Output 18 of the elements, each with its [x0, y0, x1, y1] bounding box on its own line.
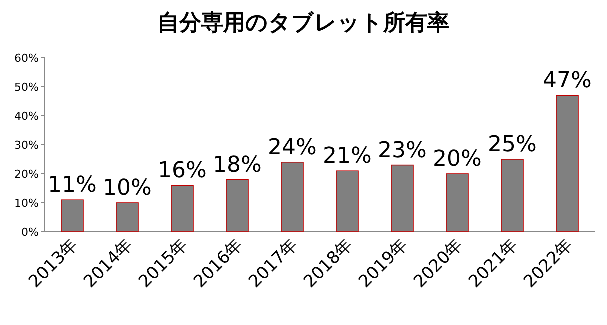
data-label: 20%: [433, 147, 482, 172]
y-tick-label: 10%: [14, 197, 39, 210]
y-tick-label: 20%: [14, 168, 39, 181]
data-label: 47%: [543, 68, 592, 94]
data-label: 24%: [268, 135, 317, 160]
data-label: 25%: [488, 132, 537, 158]
data-label: 10%: [103, 176, 152, 201]
y-tick-label: 30%: [14, 139, 39, 152]
data-label: 18%: [213, 152, 262, 178]
chart-title: 自分専用のタブレット所有率: [158, 10, 450, 36]
y-tick-label: 40%: [14, 110, 39, 123]
y-tick-label: 60%: [14, 52, 39, 65]
y-tick-label: 50%: [14, 81, 39, 94]
data-label: 16%: [158, 158, 207, 184]
y-tick-label: 0%: [22, 226, 39, 239]
data-label: 11%: [48, 173, 97, 198]
data-label: 23%: [378, 138, 427, 164]
data-label: 21%: [323, 144, 372, 170]
